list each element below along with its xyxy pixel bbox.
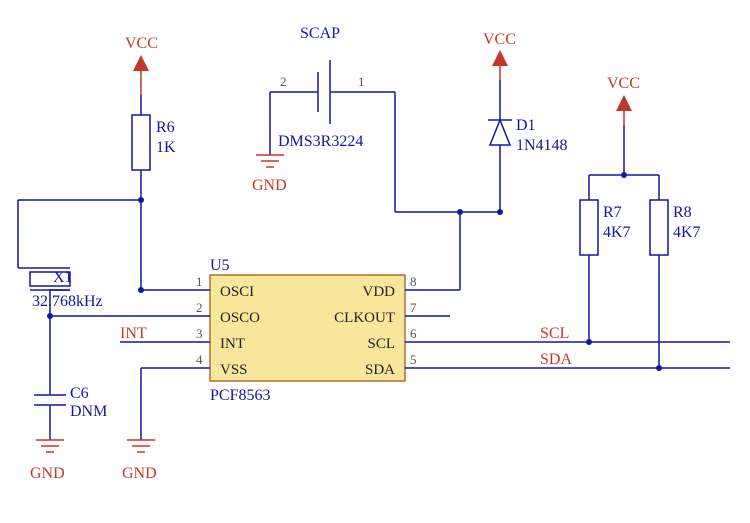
gnd-scap-label: GND xyxy=(252,177,287,194)
r8-ref: R8 xyxy=(673,204,692,221)
ic-pin-scl: SCL xyxy=(367,336,395,352)
r6-val: 1K xyxy=(156,139,176,156)
wire-vss xyxy=(141,368,180,440)
pin-num-4: 4 xyxy=(196,352,203,367)
r6-resistor: R6 1K xyxy=(132,95,176,200)
gnd-vss: GND xyxy=(122,440,157,482)
gnd-vss-label: GND xyxy=(122,465,157,482)
vcc-r6-label: VCC xyxy=(125,35,158,52)
vcc-r78-label: VCC xyxy=(607,75,640,92)
r6-ref: R6 xyxy=(156,119,175,136)
scap-pin2: 2 xyxy=(280,74,287,89)
x1-crystal: X1 32.768kHz xyxy=(30,268,103,310)
pin-num-1: 1 xyxy=(196,274,203,289)
ic-pin-vss: VSS xyxy=(220,362,248,378)
wire-scl: SCL xyxy=(435,325,730,345)
ic-ref: U5 xyxy=(210,257,230,274)
ic-pin-osci: OSCI xyxy=(220,284,254,300)
r7-ref: R7 xyxy=(603,204,622,221)
r7-val: 4K7 xyxy=(603,224,631,241)
net-sda: SDA xyxy=(540,351,572,368)
ic-pin-int: INT xyxy=(220,336,245,352)
wire-sda: SDA xyxy=(435,351,730,371)
ic-u5: OSCI OSCO INT VSS VDD CLKOUT SCL SDA U5 … xyxy=(210,257,405,404)
d1-val: 1N4148 xyxy=(516,137,568,154)
scap-pin1: 1 xyxy=(358,74,365,89)
pin-num-8: 8 xyxy=(410,274,417,289)
vcc-d1-label: VCC xyxy=(483,31,516,48)
ic-left-pins: 1 2 3 4 xyxy=(180,274,210,368)
pin-num-6: 6 xyxy=(410,326,417,341)
wire-int: INT xyxy=(120,325,180,342)
c6-ref: C6 xyxy=(70,385,89,402)
vcc-d1: VCC xyxy=(483,31,516,80)
vcc-r6: VCC xyxy=(125,35,158,95)
d1-ref: D1 xyxy=(516,117,536,134)
vcc-r78: VCC xyxy=(607,75,640,125)
ic-part: PCF8563 xyxy=(210,387,270,404)
pin-num-2: 2 xyxy=(196,300,203,315)
pin-num-3: 3 xyxy=(196,326,203,341)
gnd-c6: GND xyxy=(30,440,65,482)
net-int: INT xyxy=(120,325,147,342)
ic-pin-sda: SDA xyxy=(365,362,395,378)
ic-pin-vdd: VDD xyxy=(363,284,396,300)
wire-vdd xyxy=(435,209,463,290)
net-scl: SCL xyxy=(540,325,569,342)
c6-val: DNM xyxy=(70,403,107,420)
gnd-scap: GND xyxy=(252,155,287,194)
scap: SCAP 2 1 DMS3R3224 xyxy=(270,25,460,212)
wire-vcc-r78 xyxy=(589,125,659,178)
pin-num-7: 7 xyxy=(410,300,417,315)
scap-title: SCAP xyxy=(300,25,340,42)
x1-ref: X1 xyxy=(53,269,73,286)
r7-resistor: R7 4K7 xyxy=(580,175,631,342)
schematic: OSCI OSCO INT VSS VDD CLKOUT SCL SDA U5 … xyxy=(0,0,750,523)
pin-num-5: 5 xyxy=(410,352,417,367)
scap-part: DMS3R3224 xyxy=(278,133,363,150)
x1-val: 32.768kHz xyxy=(32,293,103,310)
r8-val: 4K7 xyxy=(673,224,701,241)
wire-osci xyxy=(18,197,180,293)
gnd-c6-label: GND xyxy=(30,465,65,482)
d1-diode: D1 1N4148 xyxy=(460,80,568,215)
r8-resistor: R8 4K7 xyxy=(650,175,701,368)
ic-right-pins: 8 7 6 5 xyxy=(405,274,435,368)
ic-pin-clkout: CLKOUT xyxy=(334,310,395,326)
ic-pin-osco: OSCO xyxy=(220,310,260,326)
c6-cap: C6 DNM xyxy=(34,316,107,440)
